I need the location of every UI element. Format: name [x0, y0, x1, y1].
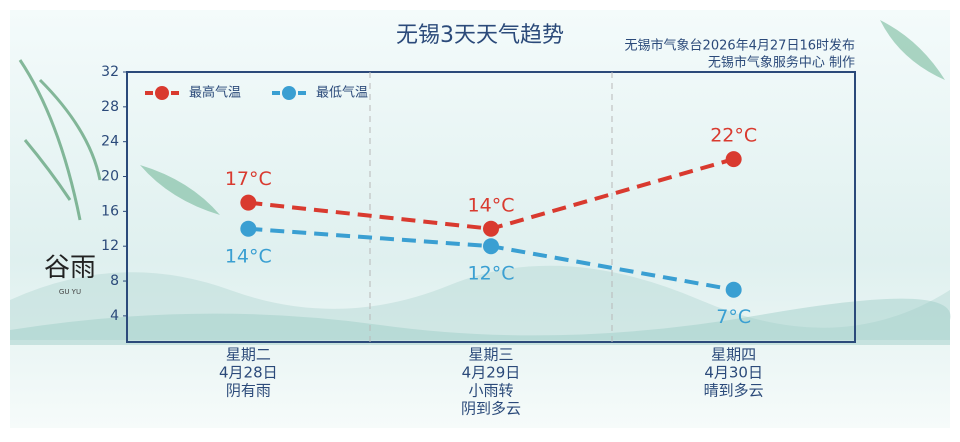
- bamboo: [18, 59, 102, 221]
- y-tick-label: 20: [101, 169, 119, 185]
- date-label: 4月28日: [219, 364, 278, 382]
- legend-marker: [155, 86, 169, 100]
- weather-label: 小雨转: [468, 382, 513, 400]
- value-label: 14°C: [225, 245, 272, 267]
- value-label: 17°C: [225, 168, 272, 190]
- weather-label: 晴到多云: [704, 382, 764, 400]
- x-tick-label: 星期三: [468, 346, 513, 364]
- leaf: [880, 20, 945, 80]
- point: [240, 194, 257, 211]
- value-label: 14°C: [468, 194, 515, 216]
- background: [10, 10, 950, 428]
- point: [483, 238, 499, 255]
- y-tick-label: 4: [110, 308, 119, 324]
- date-label: 4月30日: [704, 364, 763, 382]
- legend-label: 最高气温: [189, 85, 241, 101]
- solar-term: 谷雨: [44, 253, 96, 282]
- y-tick-label: 24: [101, 134, 119, 150]
- y-tick-label: 8: [110, 273, 119, 289]
- mountains: [10, 298, 951, 345]
- y-tick-label: 32: [101, 64, 119, 80]
- plot-frame: [126, 71, 856, 343]
- value-label: 7°C: [716, 306, 751, 328]
- x-tick-label: 星期二: [226, 346, 271, 364]
- legend-marker: [282, 86, 296, 100]
- leaf: [140, 165, 220, 215]
- point: [725, 281, 742, 298]
- y-tick-label: 12: [101, 238, 119, 254]
- point: [240, 220, 257, 237]
- mountains: [10, 265, 950, 340]
- weather-label: 阴到多云: [461, 400, 521, 418]
- date-label: 4月29日: [462, 364, 521, 382]
- value-label: 22°C: [710, 125, 757, 147]
- solar-term-pinyin: GU YU: [59, 288, 81, 296]
- y-tick-label: 16: [101, 203, 119, 219]
- source: 无锡市气象服务中心 制作: [708, 55, 855, 71]
- x-tick-label: 星期四: [711, 346, 756, 364]
- point: [483, 220, 499, 237]
- weather-label: 阴有雨: [226, 382, 271, 400]
- chart-title: 无锡3天天气趋势: [396, 23, 564, 48]
- value-label: 12°C: [468, 263, 515, 285]
- point: [725, 151, 742, 168]
- source: 无锡市气象台2026年4月27日16时发布: [625, 38, 855, 54]
- legend-label: 最低气温: [316, 85, 368, 101]
- y-tick-label: 28: [101, 99, 119, 115]
